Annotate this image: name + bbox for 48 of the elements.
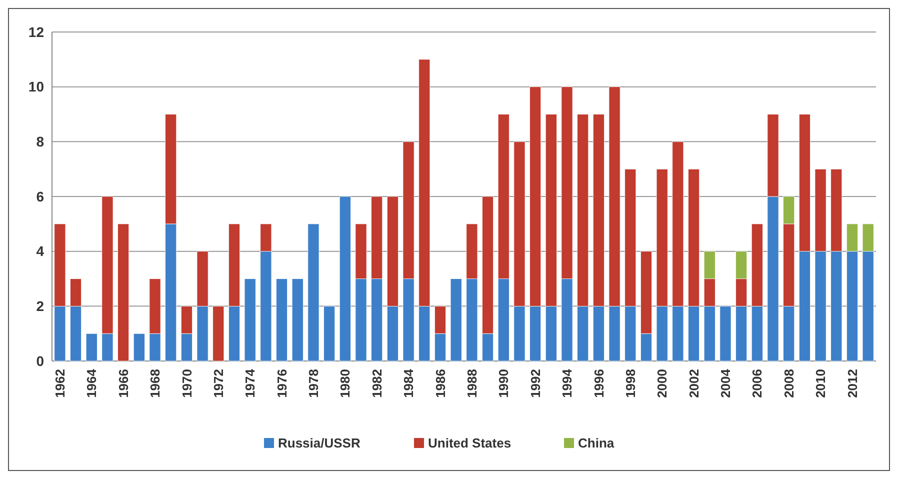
bar (720, 306, 732, 362)
x-tick-label: 1988 (464, 369, 480, 398)
x-tick-label: 1982 (369, 369, 384, 398)
x-tick-label: 1978 (306, 369, 322, 398)
x-tick-label: 1972 (210, 369, 226, 398)
x-tick-label: 1990 (496, 369, 512, 398)
x-tick-label: 2006 (750, 369, 765, 398)
x-tick-label: 1980 (338, 369, 353, 398)
y-tick-label: 10 (28, 78, 44, 95)
bar (118, 224, 130, 362)
x-tick-label: 2010 (813, 369, 828, 398)
bar (86, 333, 98, 362)
x-tick-label: 1974 (242, 368, 258, 398)
bar (133, 333, 145, 362)
legend-label: United States (428, 436, 512, 451)
bar (212, 306, 224, 362)
x-tick-label: 1998 (622, 369, 638, 398)
x-tick-label: 1970 (179, 369, 194, 398)
y-tick-label: 2 (36, 298, 44, 314)
x-tick-label: 2004 (718, 368, 734, 398)
x-tick-label: 1986 (432, 369, 448, 398)
bar (339, 196, 351, 362)
x-tick-label: 1962 (52, 369, 68, 398)
bar (244, 278, 256, 362)
x-tick-label: 1994 (560, 368, 575, 398)
y-tick-label: 8 (36, 134, 44, 150)
x-tick-label: 1996 (591, 369, 606, 398)
bar (450, 278, 462, 362)
y-tick-label: 12 (28, 24, 44, 40)
bar (324, 306, 336, 362)
y-tick-label: 6 (36, 188, 44, 204)
legend-label: Russia/USSR (278, 436, 361, 451)
x-tick-label: 2008 (781, 369, 796, 398)
x-tick-label: 1966 (116, 369, 131, 398)
x-tick-label: 2002 (686, 369, 702, 398)
y-tick-label: 4 (36, 243, 44, 260)
x-tick-label: 1984 (401, 368, 416, 398)
bar (308, 224, 320, 362)
x-tick-label: 1992 (528, 369, 543, 398)
y-tick-label: 0 (36, 352, 44, 369)
x-tick-label: 1976 (274, 369, 290, 398)
bar (292, 278, 304, 362)
x-tick-label: 2012 (844, 369, 860, 398)
x-tick-label: 1968 (148, 369, 163, 398)
legend-label: China (578, 436, 615, 451)
x-tick-label: 2000 (654, 369, 670, 398)
bar (276, 278, 288, 362)
x-tick-label: 1964 (84, 368, 100, 398)
